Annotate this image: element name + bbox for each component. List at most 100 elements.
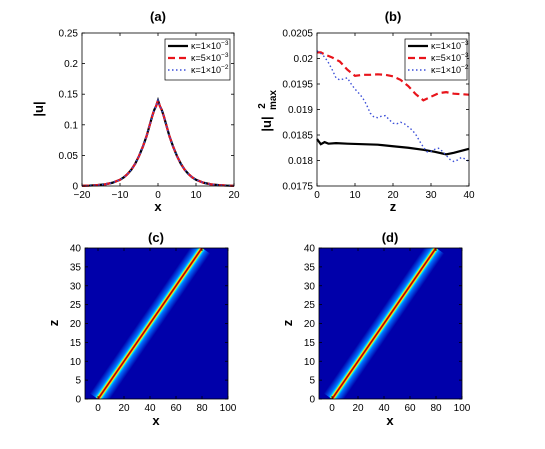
panel-c-ytick-label: 25 bbox=[70, 300, 82, 311]
panel-c-ytick-label: 20 bbox=[70, 319, 82, 330]
panel-c-xtick-label: 40 bbox=[144, 403, 156, 414]
panel-a-series-2-line bbox=[81, 96, 235, 187]
panel-a-legend-label-exponent: −3 bbox=[221, 40, 229, 47]
panel-b-legend-label-exponent: −2 bbox=[461, 64, 469, 71]
panel-a-legend-label: κ=1×10−2 bbox=[191, 64, 229, 75]
panel-d-ytick-label: 25 bbox=[304, 300, 316, 311]
panel-d-xtick-label: 20 bbox=[352, 403, 364, 414]
panel-b-xtick-label: 0 bbox=[314, 190, 320, 201]
panel-d-ytick-label: 0 bbox=[309, 395, 315, 406]
panel-d-ticks: 0 20 40 60 80 100 0 5 10 15 20 25 30 35 40 bbox=[304, 244, 471, 415]
panel-a-ytick-label: 0.05 bbox=[59, 151, 79, 162]
panel-b-ytick-label: 0.0175 bbox=[282, 182, 313, 193]
panel-b-legend: κ=1×10−3κ=5×10−3κ=1×10−2 bbox=[404, 38, 469, 81]
panel-c-ytick-label: 35 bbox=[70, 262, 82, 273]
panel-b-ytick-label: 0.02 bbox=[294, 54, 314, 65]
panel-c-xtick-label: 20 bbox=[118, 403, 130, 414]
panel-b-series-2-line bbox=[317, 51, 470, 102]
panel-b-xtick-label: 40 bbox=[463, 190, 475, 201]
panel-c-ticks: 0 20 40 60 80 100 0 5 10 15 20 25 30 35 40 bbox=[70, 244, 237, 415]
panel-a-legend-label-base: κ=1×10 bbox=[191, 41, 221, 51]
panel-a-ytick-label: 0.2 bbox=[64, 59, 78, 70]
panel-b-ytick-label: 0.019 bbox=[288, 105, 313, 116]
panel-d-ylabel: z bbox=[280, 319, 295, 326]
panel-b-series-3-line bbox=[316, 50, 470, 163]
panel-a-legend-label-exponent: −2 bbox=[221, 64, 229, 71]
panel-d-ytick-label: 30 bbox=[304, 281, 316, 292]
panel-a-title: (a) bbox=[150, 9, 166, 24]
panel-a-ytick-label: 0 bbox=[72, 182, 78, 193]
panel-b-ytick-label: 0.0205 bbox=[282, 29, 313, 40]
panel-b-xlabel: z bbox=[390, 199, 397, 214]
panel-d-xtick-label: 0 bbox=[329, 403, 335, 414]
panel-d-xtick-label: 80 bbox=[430, 403, 442, 414]
panel-a-xtick-label: 10 bbox=[190, 190, 202, 201]
panel-c-xlabel: x bbox=[152, 413, 160, 428]
panel-d-ytick-label: 10 bbox=[304, 357, 316, 368]
panel-b-ytick-label: 0.018 bbox=[288, 156, 313, 167]
panel-a-legend-label: κ=1×10−3 bbox=[191, 40, 229, 51]
panel-b-plot-area bbox=[316, 50, 470, 163]
panel-c-ridge-band bbox=[89, 248, 211, 399]
panel-d-xlabel: x bbox=[386, 413, 394, 428]
panel-b: (b) 0 10 20 30 40 0.0175 0.018 0.0185 0.019 0.019… bbox=[257, 9, 475, 214]
panel-a-legend-label-exponent: −3 bbox=[221, 52, 229, 59]
panel-a-xtick-label: −10 bbox=[112, 190, 129, 201]
panel-b-ylabel-sup: 2 bbox=[257, 103, 268, 109]
panel-a-legend-label: κ=5×10−3 bbox=[191, 52, 229, 63]
panel-d-ytick-label: 40 bbox=[304, 244, 316, 255]
panel-c-soliton-ridge bbox=[89, 248, 211, 399]
panel-d-ytick-label: 5 bbox=[309, 376, 315, 387]
panel-c-ylabel: z bbox=[46, 319, 61, 326]
panel-c-xtick-label: 0 bbox=[95, 403, 101, 414]
panel-a-series-3-line bbox=[81, 98, 235, 187]
panel-d-xtick-label: 40 bbox=[378, 403, 390, 414]
panel-d-soliton-ridge bbox=[323, 248, 445, 399]
panel-d: (d) 0 20 40 60 80 100 0 5 10 15 20 25 30 35 40 x z bbox=[280, 230, 471, 428]
panel-b-ytick-label: 0.0195 bbox=[282, 80, 313, 91]
panel-b-legend-label-exponent: −3 bbox=[461, 52, 469, 59]
panel-c-ytick-label: 15 bbox=[70, 338, 82, 349]
panel-b-series-1-line bbox=[316, 138, 470, 156]
panel-a-xtick-label: 20 bbox=[228, 190, 240, 201]
panel-c-ytick-label: 0 bbox=[75, 395, 81, 406]
panel-d-title: (d) bbox=[382, 230, 399, 245]
panel-c-ytick-label: 5 bbox=[75, 376, 81, 387]
panel-a-plot-area bbox=[81, 96, 235, 187]
panel-a-legend: κ=1×10−3κ=5×10−3κ=1×10−2 bbox=[164, 38, 231, 81]
panel-a: (a) −20 −10 0 10 20 0 0.05 0.1 0.15 0.2 0.25 x |u|… bbox=[31, 9, 240, 214]
panel-b-legend-label-exponent: −3 bbox=[461, 40, 469, 47]
panel-c-ytick-label: 30 bbox=[70, 281, 82, 292]
panel-d-ytick-label: 20 bbox=[304, 319, 316, 330]
panel-b-legend-label-base: κ=1×10 bbox=[431, 65, 461, 75]
panel-b-ylabel-sub: max bbox=[268, 90, 279, 110]
panel-a-ytick-label: 0.15 bbox=[59, 90, 79, 101]
panel-b-ylabel: |u| bbox=[259, 116, 274, 131]
panel-a-ticks: −20 −10 0 10 20 0 0.05 0.1 0.15 0.2 0.25 bbox=[59, 29, 240, 202]
panel-a-xtick-label: −20 bbox=[74, 190, 91, 201]
panel-a-xtick-label: 0 bbox=[155, 190, 161, 201]
panel-b-legend-label-base: κ=1×10 bbox=[431, 41, 461, 51]
panel-a-ylabel: |u| bbox=[31, 101, 46, 116]
panel-c: (c) 0 20 40 60 80 100 0 5 10 15 20 25 30 35 40 x z bbox=[46, 230, 237, 428]
panel-d-ytick-label: 15 bbox=[304, 338, 316, 349]
panel-b-legend-label: κ=5×10−3 bbox=[431, 52, 469, 63]
panel-d-xtick-label: 100 bbox=[454, 403, 471, 414]
panel-c-xtick-label: 60 bbox=[170, 403, 182, 414]
panel-b-xtick-label: 20 bbox=[387, 190, 399, 201]
panel-b-ticks: 0 10 20 30 40 0.0175 0.018 0.0185 0.019 0.0195 0.0… bbox=[282, 29, 475, 202]
panel-d-xtick-label: 60 bbox=[404, 403, 416, 414]
panel-c-ytick-label: 40 bbox=[70, 244, 82, 255]
panel-a-series-1-line bbox=[81, 96, 235, 187]
panel-d-ridge-band bbox=[323, 248, 445, 399]
panel-a-legend-label-base: κ=5×10 bbox=[191, 53, 221, 63]
panel-b-legend-label: κ=1×10−3 bbox=[431, 40, 469, 51]
panel-a-legend-label-base: κ=1×10 bbox=[191, 65, 221, 75]
panel-b-xtick-label: 30 bbox=[425, 190, 437, 201]
panel-a-ytick-label: 0.25 bbox=[59, 29, 79, 40]
panel-b-title: (b) bbox=[385, 9, 402, 24]
panel-c-ytick-label: 10 bbox=[70, 357, 82, 368]
panel-b-legend-label-base: κ=5×10 bbox=[431, 53, 461, 63]
panel-a-ytick-label: 0.1 bbox=[64, 120, 78, 131]
